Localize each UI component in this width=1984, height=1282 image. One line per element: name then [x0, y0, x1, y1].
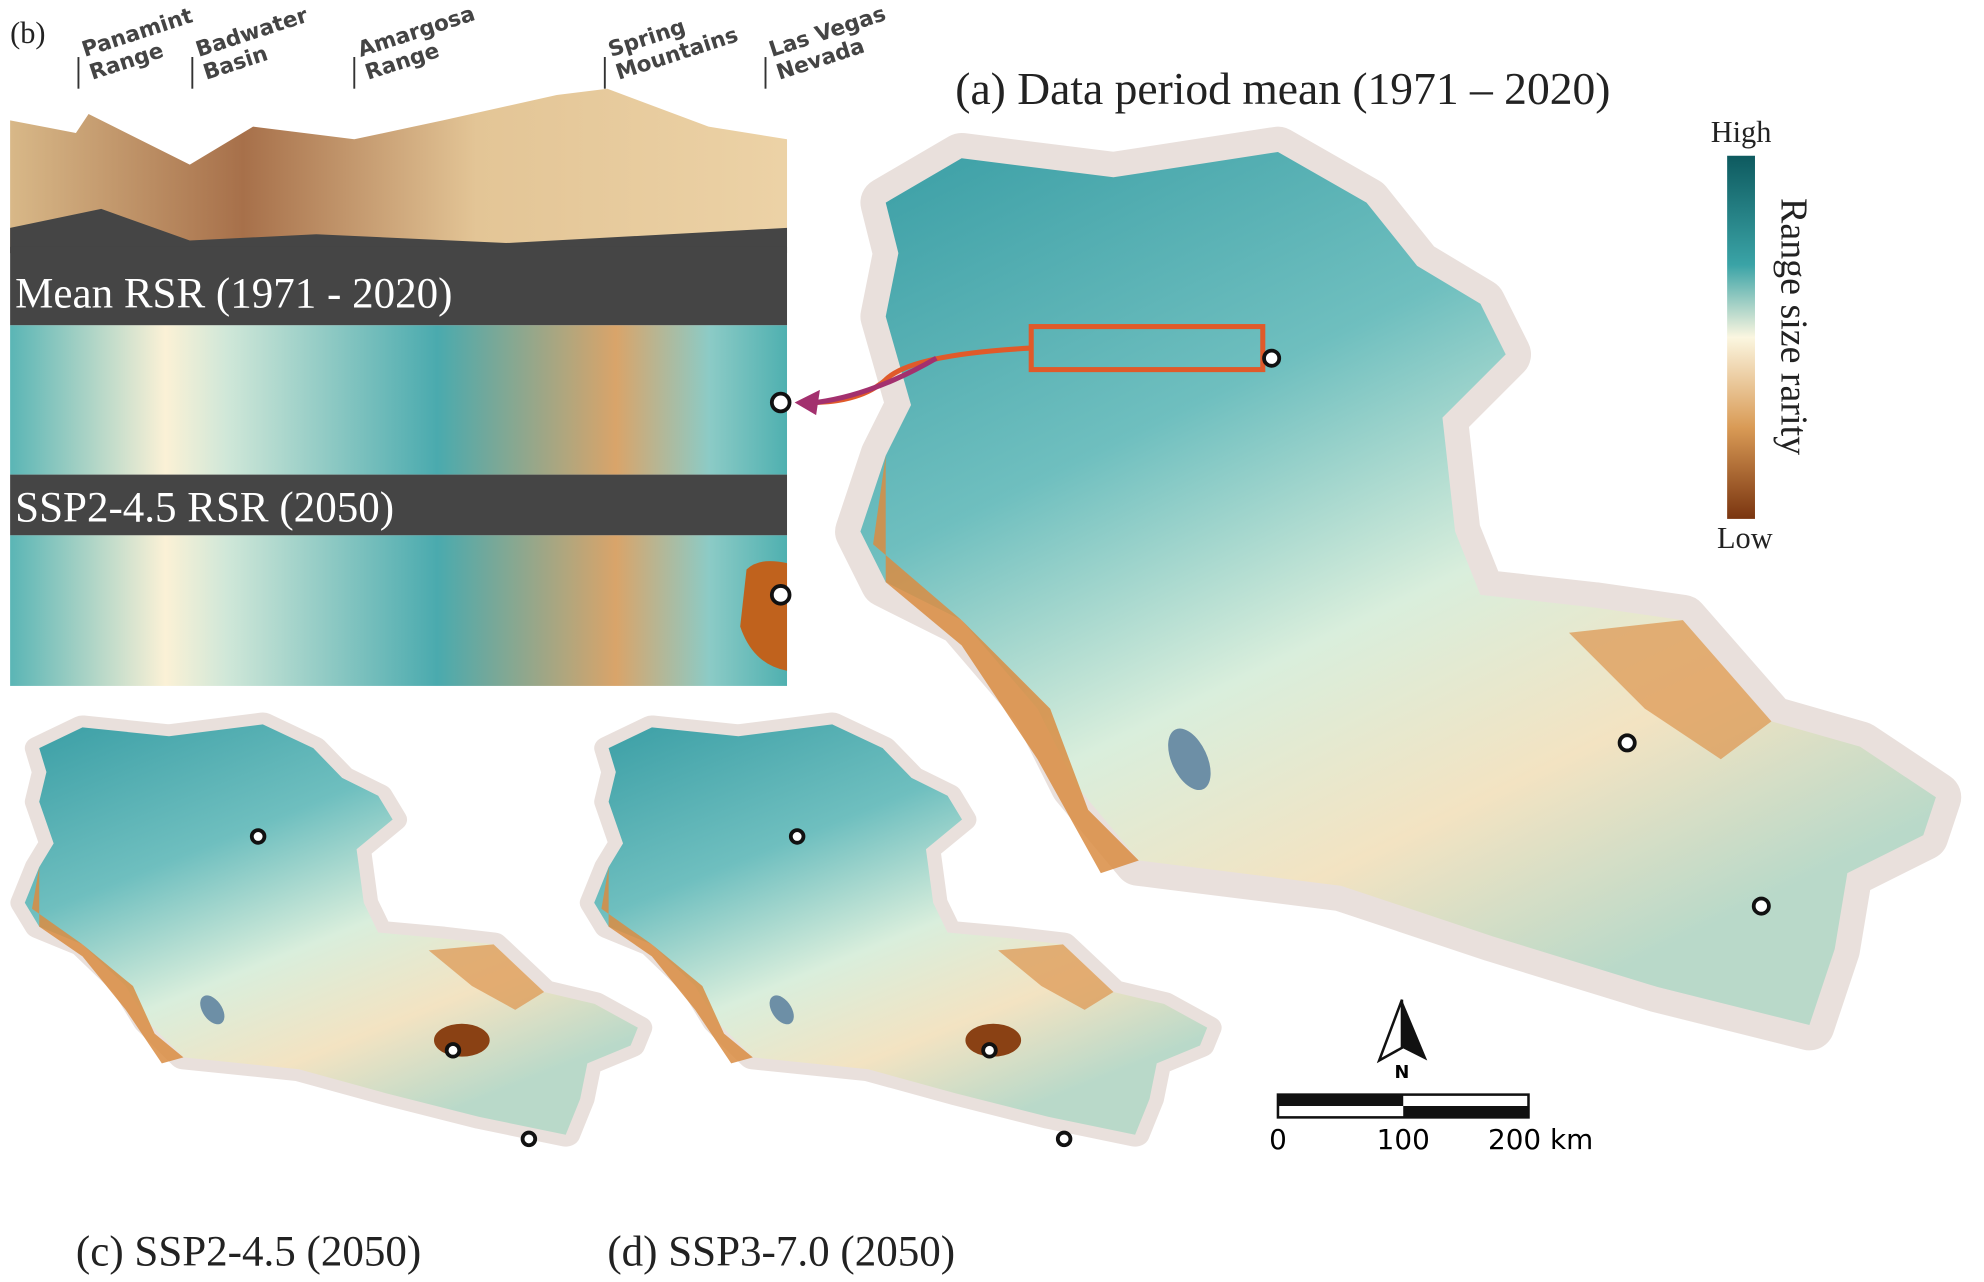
- north-arrow: [1401, 999, 1428, 1061]
- terrain: [10, 88, 788, 254]
- city-marker: [1055, 1130, 1073, 1148]
- north-label: N: [1395, 1063, 1410, 1083]
- arrow-head: [794, 389, 820, 416]
- terrain-base: [10, 208, 788, 254]
- city-marker: [769, 391, 792, 414]
- strip: [10, 246, 788, 326]
- legend-bar: [1727, 155, 1755, 519]
- city-marker: [1751, 896, 1771, 916]
- city-marker: [769, 584, 792, 606]
- scale-label: 100: [1377, 1123, 1430, 1156]
- landmark-label: Las VegasNevada: [766, 2, 896, 86]
- scale-label: 200 km: [1488, 1123, 1593, 1156]
- scale-bar: [1276, 1093, 1530, 1119]
- panel-title: (a) Data period mean (1971 – 2020): [955, 63, 1610, 114]
- city-marker: [1262, 348, 1282, 368]
- panel-label: (b): [10, 16, 45, 50]
- city-marker: [1617, 733, 1637, 753]
- hotspot: [965, 1023, 1022, 1057]
- landmark-label: BadwaterBasin: [193, 3, 319, 86]
- map-c: [25, 724, 638, 1134]
- city-marker: [788, 828, 806, 845]
- legend-low: Low: [1717, 521, 1773, 555]
- city-marker: [981, 1042, 998, 1059]
- strip-title: Mean RSR (1971 - 2020): [15, 271, 452, 318]
- panel-title: (c) SSP2-4.5 (2050): [76, 1228, 421, 1275]
- north-arrow: [1376, 999, 1404, 1064]
- strip: [10, 474, 788, 536]
- hotspot: [434, 1023, 490, 1057]
- panel-title: (d) SSP3-7.0 (2050): [607, 1228, 955, 1275]
- landmark-label: PanamintRange: [79, 3, 203, 85]
- arrow: [815, 356, 938, 405]
- legend-high: High: [1711, 115, 1772, 149]
- legend-title: Range size rarity: [1773, 198, 1815, 455]
- strip-title: SSP2-4.5 RSR (2050): [15, 484, 394, 531]
- landmark-label: AmargosaRange: [355, 1, 486, 85]
- rsr-strip: [10, 535, 788, 686]
- city-marker: [520, 1130, 538, 1148]
- city-marker: [249, 828, 267, 845]
- scale-label: 0: [1269, 1123, 1287, 1156]
- rsr-strip: [10, 325, 788, 475]
- landmark-label: SpringMountains: [605, 0, 741, 86]
- city-marker: [444, 1042, 462, 1059]
